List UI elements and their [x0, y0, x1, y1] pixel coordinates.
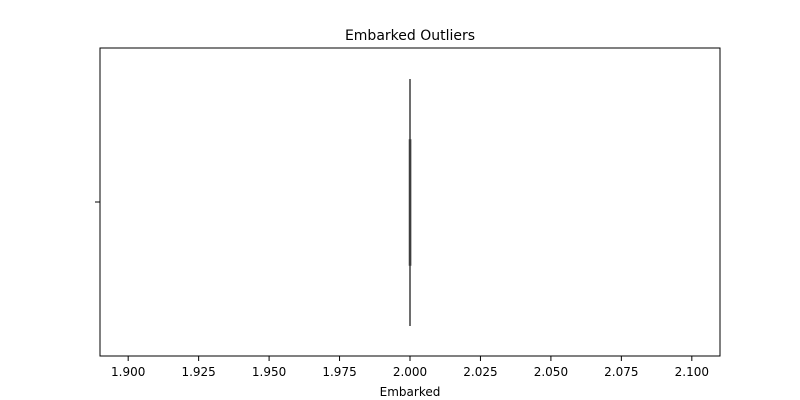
plot-marks [408, 79, 412, 326]
x-tick-label: 2.000 [393, 365, 427, 379]
x-axis-label: Embarked [380, 385, 441, 399]
x-tick-label: 1.900 [111, 365, 145, 379]
chart-title: Embarked Outliers [345, 28, 475, 44]
x-tick-label: 2.075 [604, 365, 638, 379]
x-tick-label: 2.100 [675, 365, 709, 379]
x-tick-label: 1.950 [252, 365, 286, 379]
x-tick-label: 2.025 [463, 365, 497, 379]
x-axis-ticks: 1.900 1.925 1.950 1.975 2.000 2.025 2.050 2.075… [111, 356, 709, 379]
x-tick-label: 2.050 [534, 365, 568, 379]
x-tick-label: 1.925 [181, 365, 215, 379]
x-tick-label: 1.975 [322, 365, 356, 379]
